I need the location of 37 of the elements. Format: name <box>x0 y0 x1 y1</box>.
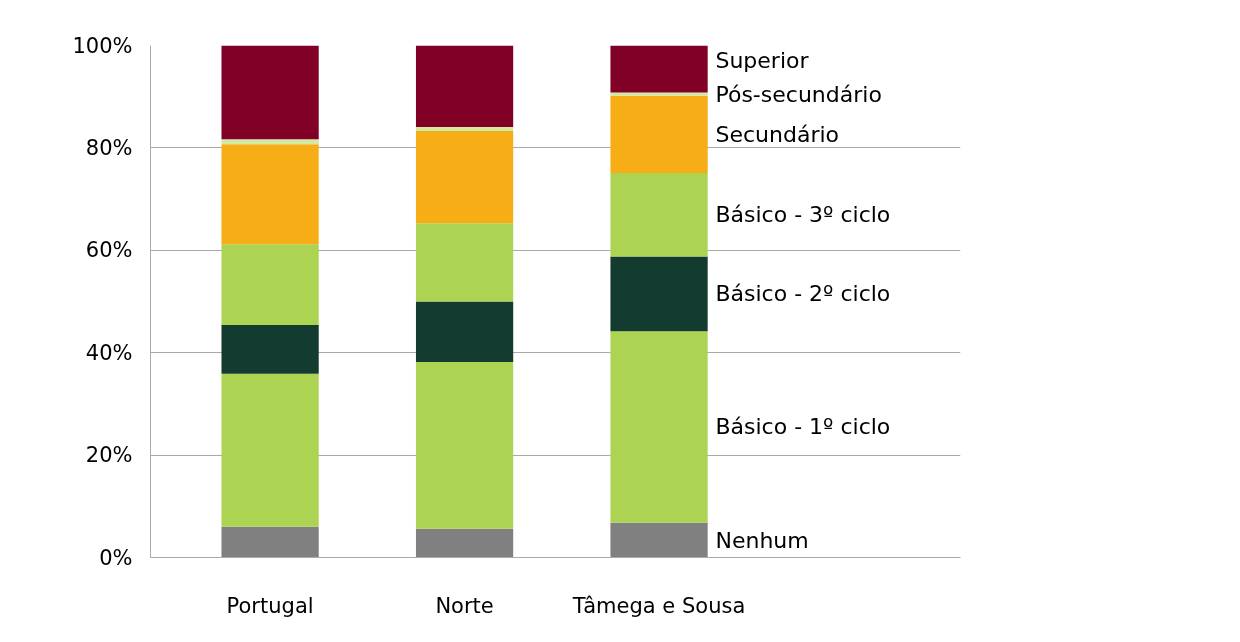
bar <box>415 45 514 127</box>
series-label: Nenhum <box>715 527 809 553</box>
bar <box>610 256 708 332</box>
y-tick-label: 20% <box>85 443 133 468</box>
x-tick-label: Portugal <box>226 593 314 618</box>
series-label: Básico - 3º ciclo <box>715 202 891 228</box>
y-tick-label: 60% <box>85 238 133 263</box>
bar <box>610 95 708 173</box>
series-label: Superior <box>715 48 810 74</box>
y-tick-label: 0% <box>99 545 133 570</box>
bar <box>610 45 708 93</box>
bar <box>415 126 514 131</box>
bar <box>221 144 319 245</box>
bar <box>221 45 319 140</box>
series-label: Secundário <box>715 121 839 147</box>
bar <box>221 373 319 527</box>
series-label: Pós-secundário <box>715 81 882 107</box>
x-tick-label: Norte <box>435 593 494 618</box>
y-tick-label: 80% <box>85 135 133 160</box>
series-label: Básico - 1º ciclo <box>715 414 891 440</box>
bar <box>610 172 708 257</box>
bar <box>415 301 514 362</box>
x-tick-label: Tâmega e Sousa <box>571 593 746 618</box>
bar <box>221 325 319 374</box>
bar <box>610 92 708 96</box>
bar <box>415 131 514 224</box>
bar <box>415 361 514 529</box>
bar <box>221 244 319 326</box>
bar <box>415 223 514 302</box>
bar <box>221 526 319 558</box>
y-tick-label: 40% <box>85 340 133 365</box>
bar <box>610 522 708 558</box>
series-label: Básico - 2º ciclo <box>715 281 891 307</box>
bar <box>221 139 319 145</box>
bar <box>415 528 514 558</box>
y-tick-label: 100% <box>72 33 133 58</box>
bar <box>610 331 708 523</box>
